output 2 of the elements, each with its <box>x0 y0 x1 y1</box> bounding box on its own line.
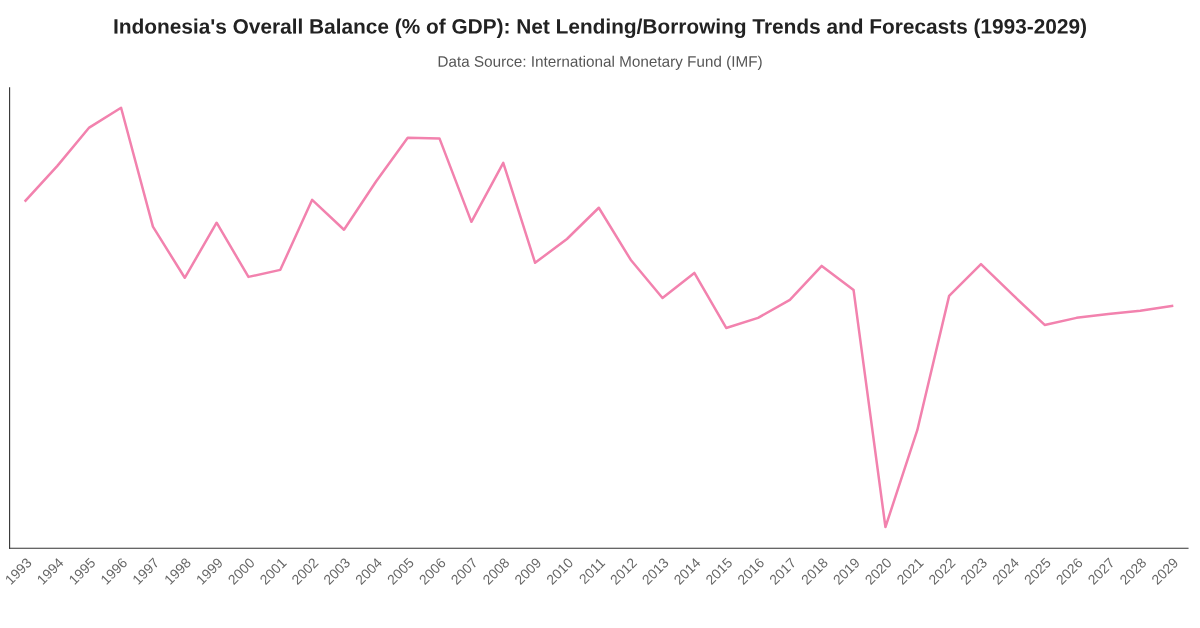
source-note: Data Source: International Monetary Fund (IMF) <box>438 55 762 70</box>
chart-title: Indonesia's Overall Balance (% of GDP): Net Lending/Borrowing Trends and Forecasts (1993-2029) <box>114 18 1086 39</box>
